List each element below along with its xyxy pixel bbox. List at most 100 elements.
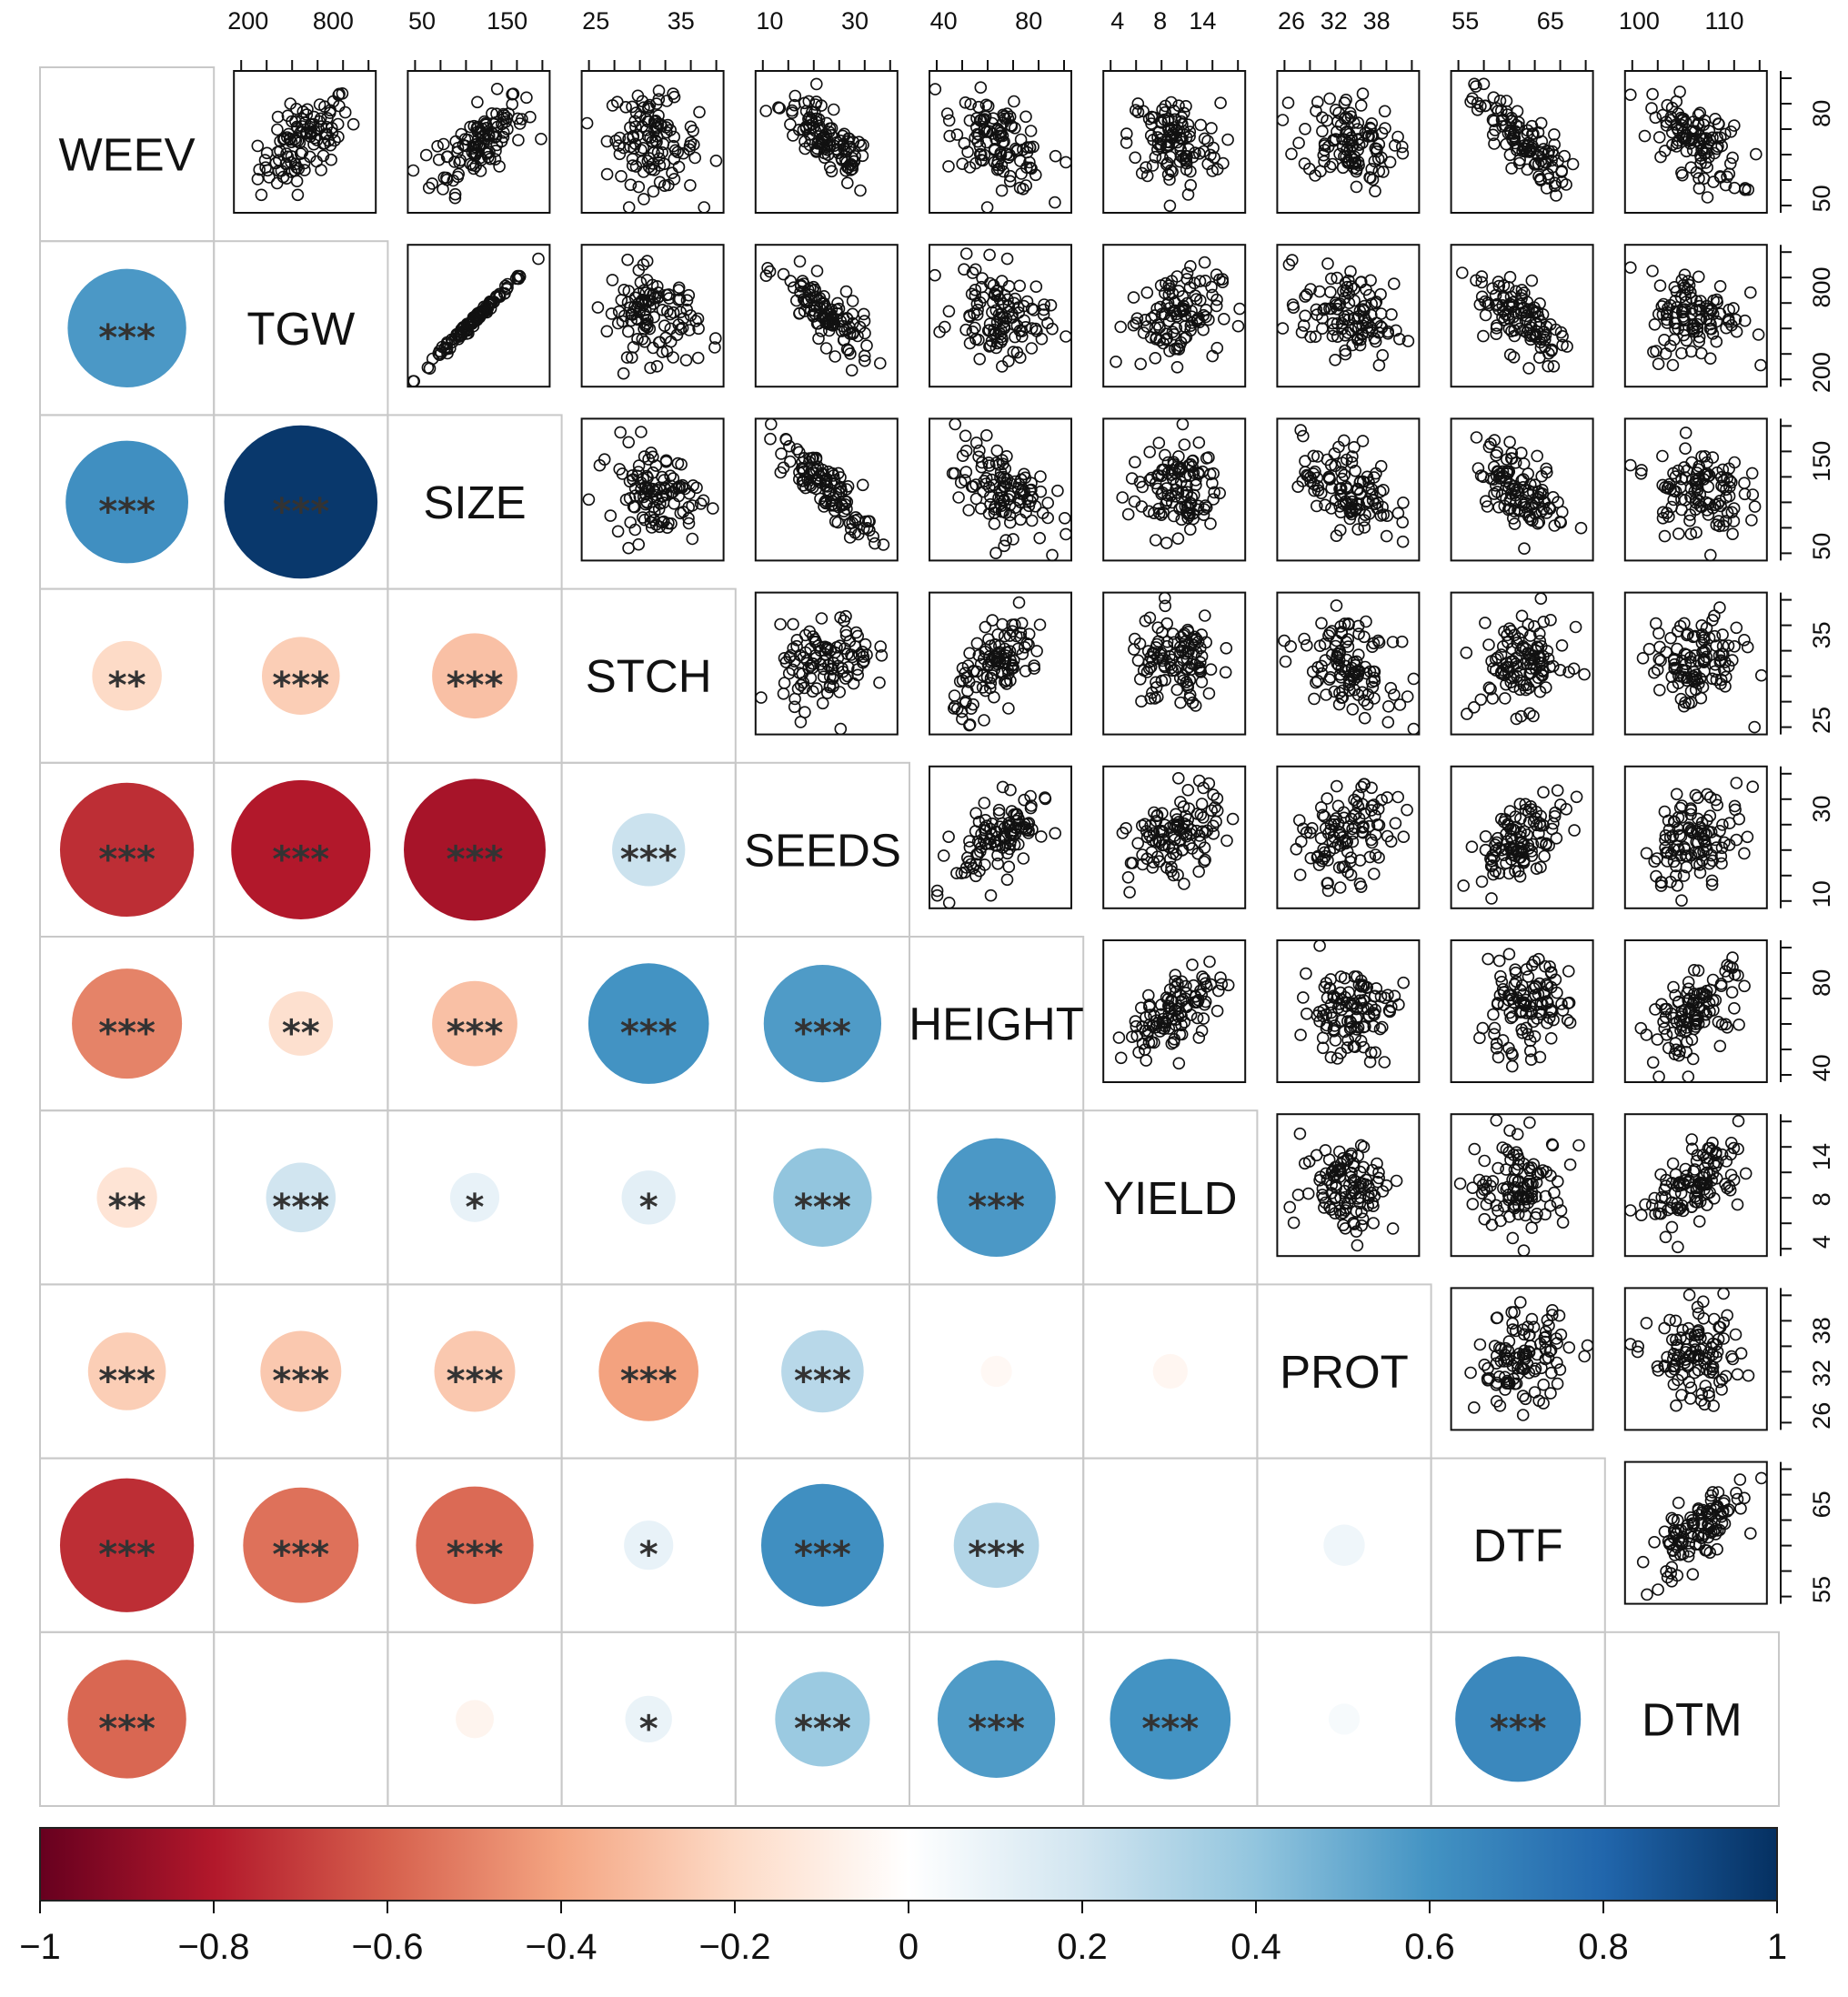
scatter-point <box>672 284 686 296</box>
scatter-point <box>1659 841 1672 855</box>
scatter-panel-weev-yield <box>1102 70 1247 214</box>
scatter-point <box>1665 500 1678 514</box>
scatter-point <box>1697 1295 1710 1309</box>
scatter-point <box>1549 973 1562 987</box>
scatter-point <box>1533 1050 1547 1064</box>
scatter-point <box>612 305 626 318</box>
scatter-point <box>624 178 638 191</box>
scatter-point <box>1532 310 1545 323</box>
scatter-point <box>637 142 650 155</box>
scatter-point <box>978 714 990 727</box>
scatter-point <box>803 138 817 152</box>
scatter-point <box>1731 1368 1744 1381</box>
scatter-point <box>1000 107 1014 120</box>
scatter-point <box>1351 1239 1364 1252</box>
scatter-point <box>1166 326 1180 338</box>
scatter-point <box>628 120 642 134</box>
scatter-point <box>1142 505 1156 518</box>
scatter-point <box>1499 692 1512 705</box>
scatter-point <box>1114 1051 1128 1065</box>
scatter-point <box>978 797 991 809</box>
scatter-point <box>1335 316 1349 330</box>
scatter-point <box>1321 257 1334 270</box>
scatter-point <box>831 467 845 480</box>
scatter-point <box>1174 696 1187 709</box>
scatter-point <box>1165 860 1178 874</box>
scatter-point <box>1331 271 1343 285</box>
scatter-point <box>468 138 482 151</box>
scatter-point <box>825 663 839 676</box>
scatter-point <box>1168 327 1180 341</box>
scatter-point <box>1345 1187 1358 1199</box>
scatter-point <box>1528 1386 1542 1399</box>
scatter-point <box>1034 470 1047 483</box>
scatter-point <box>1130 104 1142 116</box>
scatter-point <box>1136 1037 1150 1050</box>
scatter-point <box>1142 988 1155 1002</box>
scatter-point <box>1652 1070 1665 1083</box>
scatter-point <box>251 139 265 153</box>
scatter-point <box>1148 1009 1160 1022</box>
scatter-point <box>1517 473 1530 486</box>
scatter-point <box>1023 484 1037 497</box>
scatter-point <box>1355 1206 1368 1219</box>
scatter-point <box>1706 614 1719 627</box>
scatter-point <box>1750 147 1763 161</box>
scatter-point <box>658 319 671 333</box>
scatter-point <box>1148 806 1160 819</box>
scatter-point <box>1349 1187 1362 1200</box>
scatter-point <box>1393 698 1407 711</box>
scatter-point <box>1496 1141 1509 1154</box>
scatter-point <box>958 136 971 150</box>
scatter-point <box>1366 680 1380 694</box>
scatter-point <box>1540 681 1552 694</box>
scatter-point <box>755 691 768 704</box>
scatter-point <box>1131 654 1145 667</box>
scatter-point <box>1233 302 1246 316</box>
scatter-point <box>1682 1360 1694 1373</box>
scatter-point <box>1344 868 1358 882</box>
scatter-point <box>638 307 651 321</box>
scatter-point <box>1490 321 1503 335</box>
scatter-point <box>1715 841 1729 855</box>
scatter-point <box>1712 1320 1725 1333</box>
scatter-point <box>1503 1006 1516 1019</box>
scatter-point <box>1368 868 1381 880</box>
scatter-point <box>1197 323 1210 336</box>
scatter-point <box>668 173 681 186</box>
scatter-point <box>1501 1374 1514 1388</box>
scatter-point <box>1194 118 1207 132</box>
scatter-point <box>1510 975 1522 988</box>
scatter-point <box>1681 674 1693 687</box>
scatter-point <box>856 478 869 492</box>
scatter-point <box>1329 1190 1342 1204</box>
scatter-point <box>1490 1114 1503 1127</box>
scatter-point <box>693 105 706 119</box>
scatter-point <box>1470 431 1483 444</box>
scatter-point <box>761 261 774 275</box>
scatter-point <box>1033 531 1046 545</box>
scatter-point <box>1401 690 1414 703</box>
scatter-point <box>988 478 1000 492</box>
scatter-point <box>1313 1015 1326 1028</box>
scatter-point <box>1184 523 1197 537</box>
scatter-point <box>1137 326 1150 339</box>
scatter-point <box>687 125 699 137</box>
scatter-point <box>1000 873 1014 887</box>
scatter-point <box>251 173 265 186</box>
scatter-point <box>1516 1409 1530 1421</box>
scatter-point <box>1695 143 1708 156</box>
scatter-point <box>1502 481 1515 494</box>
scatter-point <box>1186 150 1200 164</box>
scatter-point <box>1185 491 1198 504</box>
scatter-point <box>1547 659 1560 673</box>
scatter-point <box>307 110 321 124</box>
scatter-point <box>1180 330 1193 344</box>
scatter-point <box>1678 617 1691 630</box>
scatter-point <box>1339 990 1351 1004</box>
scatter-point <box>1490 1037 1503 1050</box>
scatter-point <box>1349 464 1361 477</box>
scatter-point <box>1720 321 1732 335</box>
scatter-point <box>1542 359 1554 373</box>
scatter-point <box>1504 625 1518 637</box>
